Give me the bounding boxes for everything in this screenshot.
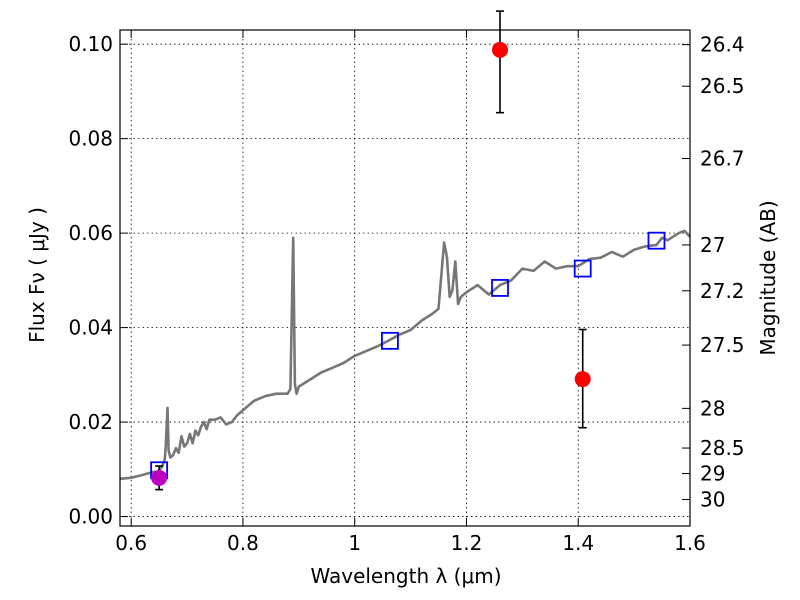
- y2-tick-label: 26.7: [700, 146, 745, 170]
- x-axis-label: Wavelength λ (μm): [310, 564, 501, 588]
- y2-tick-label: 27: [700, 233, 725, 257]
- y-tick-label: 0.08: [68, 127, 113, 151]
- x-tick-label: 1: [348, 531, 361, 555]
- detection-point: [574, 371, 591, 388]
- y-tick-label: 0.04: [68, 316, 113, 340]
- x-tick-label: 0.6: [115, 531, 147, 555]
- model-point: [573, 259, 592, 278]
- y2-tick-label: 28: [700, 396, 725, 420]
- y2-tick-label: 27.5: [700, 333, 745, 357]
- plot-border: [119, 29, 691, 527]
- x-tick-label: 0.8: [227, 531, 259, 555]
- x-tick-label: 1.6: [674, 531, 706, 555]
- y-tick-label: 0.02: [68, 410, 113, 434]
- x-tick-label: 1.4: [562, 531, 594, 555]
- plot-frame: [119, 29, 691, 527]
- y2-tick-label: 30: [700, 488, 725, 512]
- model-point: [647, 231, 666, 250]
- right-axis-label: Magnitude (AB): [756, 200, 780, 355]
- grid: [120, 30, 690, 526]
- purple-point: [151, 469, 168, 486]
- x-tick-label: 1.2: [451, 531, 483, 555]
- y2-tick-label: 29: [700, 462, 725, 486]
- y2-tick-label: 26.4: [700, 33, 745, 57]
- model-point: [491, 279, 509, 297]
- y-axis-label: Flux Fν ( μJy ): [25, 207, 49, 343]
- y2-tick-label: 26.5: [700, 74, 745, 98]
- y2-tick-label: 27.2: [700, 279, 745, 303]
- model-point: [381, 331, 399, 350]
- series: [119, 10, 691, 491]
- ticks: [120, 30, 691, 526]
- tick-labels: 0.6 0.8 1 1.2 1.4 1.6 0.00 0.02 0.04 0.06 0.08 0.10…: [68, 32, 744, 555]
- detection-point: [492, 41, 508, 58]
- y-tick-label: 0.06: [68, 221, 113, 245]
- y-tick-label: 0.00: [68, 505, 113, 529]
- spectrum-line: [119, 229, 691, 481]
- y2-tick-label: 28.5: [700, 436, 745, 460]
- y-tick-label: 0.10: [68, 32, 113, 56]
